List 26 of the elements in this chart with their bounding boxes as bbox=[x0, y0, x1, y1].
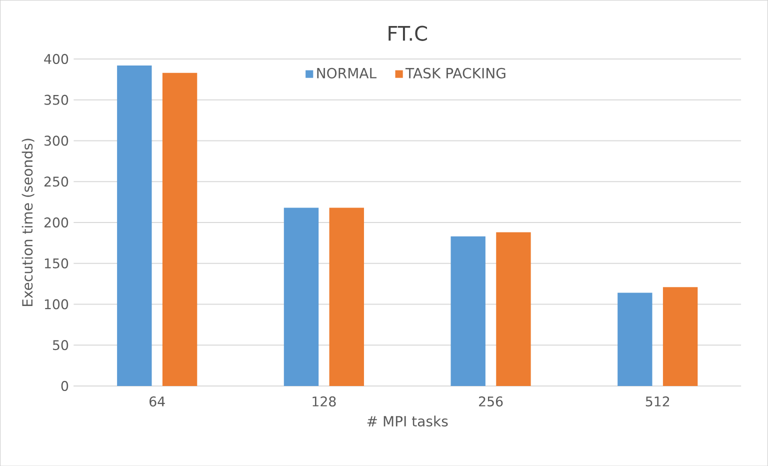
y-axis-title: Execution time (seonds) bbox=[22, 138, 34, 306]
legend-label: NORMAL bbox=[317, 68, 376, 78]
bar bbox=[117, 65, 152, 386]
x-tick-label: 64 bbox=[150, 396, 165, 406]
bar bbox=[662, 286, 698, 386]
bar bbox=[450, 236, 486, 386]
legend-label: TASK PACKING bbox=[405, 68, 506, 78]
x-tick-label: 128 bbox=[312, 396, 336, 406]
y-tick-label: 300 bbox=[44, 136, 68, 146]
y-tick-label: 0 bbox=[61, 380, 68, 391]
bar bbox=[284, 208, 319, 386]
chart-title: FT.C bbox=[388, 26, 427, 41]
bar bbox=[496, 232, 531, 386]
bar bbox=[329, 208, 364, 386]
y-tick-label: 400 bbox=[44, 54, 68, 64]
x-axis-title: # MPI tasks bbox=[367, 416, 448, 426]
y-tick-label: 150 bbox=[44, 258, 68, 268]
y-tick-label: 350 bbox=[44, 94, 68, 105]
bar bbox=[618, 292, 652, 386]
y-tick-label: 250 bbox=[44, 176, 68, 186]
bar bbox=[162, 72, 198, 386]
y-tick-label: 200 bbox=[44, 217, 68, 228]
x-tick-label: 512 bbox=[646, 396, 670, 406]
y-tick-label: 50 bbox=[53, 340, 68, 350]
x-tick-label: 256 bbox=[479, 396, 503, 406]
y-tick-label: 100 bbox=[44, 299, 68, 310]
